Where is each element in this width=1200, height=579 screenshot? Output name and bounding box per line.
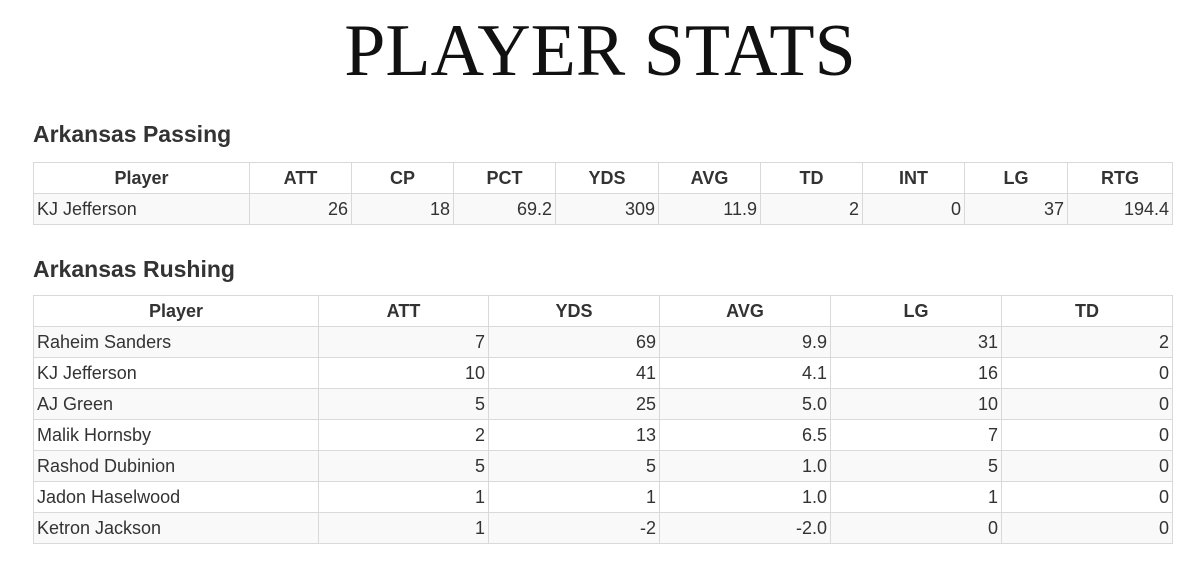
player-name-cell: Ketron Jackson bbox=[33, 512, 319, 544]
table-row: Malik Hornsby 2 13 6.5 7 0 bbox=[33, 419, 1173, 451]
table-row: Jadon Haselwood 1 1 1.0 1 0 bbox=[33, 481, 1173, 513]
column-header-lg: LG bbox=[830, 295, 1002, 327]
stat-cell: 4.1 bbox=[659, 357, 831, 389]
page-title: PLAYER STATS bbox=[344, 10, 856, 92]
stat-cell: 18 bbox=[351, 193, 454, 225]
stat-cell: 0 bbox=[862, 193, 965, 225]
stat-cell: 25 bbox=[488, 388, 660, 420]
column-header-lg: LG bbox=[964, 162, 1068, 194]
stat-cell: 0 bbox=[1001, 512, 1173, 544]
column-header-rtg: RTG bbox=[1067, 162, 1173, 194]
stat-cell: 1.0 bbox=[659, 481, 831, 513]
stat-cell: 7 bbox=[830, 419, 1002, 451]
stat-cell: 37 bbox=[964, 193, 1068, 225]
stat-cell: 10 bbox=[830, 388, 1002, 420]
stat-cell: 5.0 bbox=[659, 388, 831, 420]
stat-cell: 5 bbox=[318, 388, 489, 420]
stat-cell: 1 bbox=[830, 481, 1002, 513]
stat-cell: 2 bbox=[318, 419, 489, 451]
stat-cell: 13 bbox=[488, 419, 660, 451]
column-header-td: TD bbox=[760, 162, 863, 194]
table-row: Raheim Sanders 7 69 9.9 31 2 bbox=[33, 326, 1173, 358]
stat-cell: 2 bbox=[760, 193, 863, 225]
stat-cell: 1 bbox=[318, 512, 489, 544]
passing-section-title: Arkansas Passing bbox=[33, 121, 232, 147]
stat-cell: 2 bbox=[1001, 326, 1173, 358]
stat-cell: -2 bbox=[488, 512, 660, 544]
stat-cell: 9.9 bbox=[659, 326, 831, 358]
table-row: KJ Jefferson 10 41 4.1 16 0 bbox=[33, 357, 1173, 389]
stat-cell: 11.9 bbox=[658, 193, 761, 225]
column-header-int: INT bbox=[862, 162, 965, 194]
table-row: Rashod Dubinion 5 5 1.0 5 0 bbox=[33, 450, 1173, 482]
stat-cell: 16 bbox=[830, 357, 1002, 389]
column-header-att: ATT bbox=[318, 295, 489, 327]
column-header-player: Player bbox=[33, 295, 319, 327]
table-row: Ketron Jackson 1 -2 -2.0 0 0 bbox=[33, 512, 1173, 544]
stat-cell: 69.2 bbox=[453, 193, 556, 225]
passing-stats-table: Player ATT CP PCT YDS AVG TD INT LG RTG … bbox=[33, 162, 1173, 225]
column-header-cp: CP bbox=[351, 162, 454, 194]
table-row: AJ Green 5 25 5.0 10 0 bbox=[33, 388, 1173, 420]
stat-cell: 1 bbox=[488, 481, 660, 513]
rushing-stats-table: Player ATT YDS AVG LG TD Raheim Sanders … bbox=[33, 295, 1173, 544]
stat-cell: 5 bbox=[488, 450, 660, 482]
stat-cell: 0 bbox=[830, 512, 1002, 544]
stat-cell: 7 bbox=[318, 326, 489, 358]
column-header-avg: AVG bbox=[658, 162, 761, 194]
stat-cell: 26 bbox=[249, 193, 352, 225]
stat-cell: 5 bbox=[318, 450, 489, 482]
player-name-cell: Rashod Dubinion bbox=[33, 450, 319, 482]
stat-cell: 41 bbox=[488, 357, 660, 389]
stat-cell: 69 bbox=[488, 326, 660, 358]
stat-cell: 6.5 bbox=[659, 419, 831, 451]
stat-cell: 1 bbox=[318, 481, 489, 513]
stat-cell: 10 bbox=[318, 357, 489, 389]
player-name-cell: KJ Jefferson bbox=[33, 357, 319, 389]
table-row: KJ Jefferson 26 18 69.2 309 11.9 2 0 37 … bbox=[33, 193, 1173, 225]
column-header-player: Player bbox=[33, 162, 250, 194]
player-name-cell: AJ Green bbox=[33, 388, 319, 420]
stat-cell: 31 bbox=[830, 326, 1002, 358]
table-header-row: Player ATT CP PCT YDS AVG TD INT LG RTG bbox=[33, 162, 1173, 194]
stat-cell: 0 bbox=[1001, 450, 1173, 482]
player-name-cell: Jadon Haselwood bbox=[33, 481, 319, 513]
stat-cell: 0 bbox=[1001, 357, 1173, 389]
player-name-cell: Malik Hornsby bbox=[33, 419, 319, 451]
column-header-avg: AVG bbox=[659, 295, 831, 327]
stat-cell: 309 bbox=[555, 193, 659, 225]
stat-cell: 0 bbox=[1001, 419, 1173, 451]
column-header-yds: YDS bbox=[555, 162, 659, 194]
column-header-td: TD bbox=[1001, 295, 1173, 327]
column-header-att: ATT bbox=[249, 162, 352, 194]
stat-cell: 0 bbox=[1001, 481, 1173, 513]
column-header-pct: PCT bbox=[453, 162, 556, 194]
player-name-cell: KJ Jefferson bbox=[33, 193, 250, 225]
column-header-yds: YDS bbox=[488, 295, 660, 327]
player-name-cell: Raheim Sanders bbox=[33, 326, 319, 358]
stat-cell: 1.0 bbox=[659, 450, 831, 482]
stat-cell: 194.4 bbox=[1067, 193, 1173, 225]
stat-cell: 5 bbox=[830, 450, 1002, 482]
table-header-row: Player ATT YDS AVG LG TD bbox=[33, 295, 1173, 327]
stat-cell: -2.0 bbox=[659, 512, 831, 544]
stat-cell: 0 bbox=[1001, 388, 1173, 420]
rushing-section-title: Arkansas Rushing bbox=[33, 256, 235, 282]
